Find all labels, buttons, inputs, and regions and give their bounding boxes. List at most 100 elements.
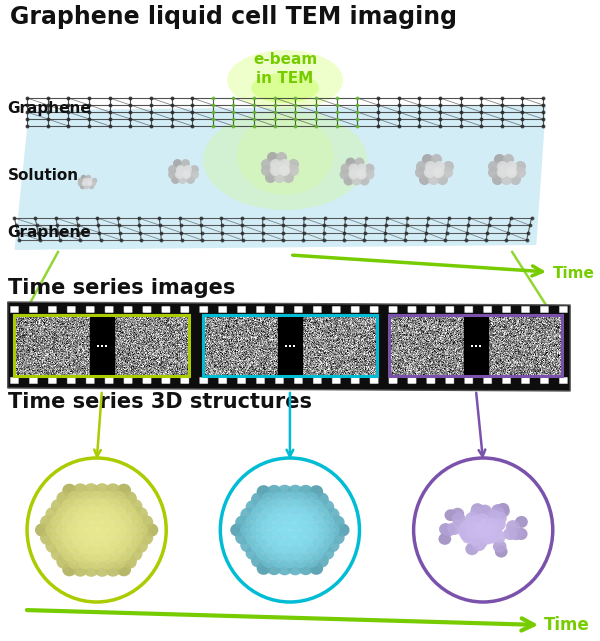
Ellipse shape bbox=[83, 483, 99, 497]
Ellipse shape bbox=[256, 500, 271, 514]
Ellipse shape bbox=[35, 523, 49, 537]
Ellipse shape bbox=[261, 507, 277, 522]
FancyBboxPatch shape bbox=[67, 306, 76, 313]
Ellipse shape bbox=[308, 545, 324, 560]
Ellipse shape bbox=[77, 538, 94, 554]
Ellipse shape bbox=[72, 530, 89, 546]
Ellipse shape bbox=[251, 73, 319, 103]
FancyBboxPatch shape bbox=[29, 377, 38, 384]
Ellipse shape bbox=[67, 554, 83, 569]
FancyBboxPatch shape bbox=[162, 306, 170, 313]
Ellipse shape bbox=[121, 538, 137, 553]
Ellipse shape bbox=[439, 523, 452, 535]
Text: Solution: Solution bbox=[8, 167, 79, 183]
Ellipse shape bbox=[467, 516, 482, 529]
Ellipse shape bbox=[451, 508, 464, 520]
Ellipse shape bbox=[61, 546, 77, 562]
FancyBboxPatch shape bbox=[484, 306, 492, 313]
Ellipse shape bbox=[122, 491, 137, 505]
Text: Time series images: Time series images bbox=[8, 278, 235, 298]
Ellipse shape bbox=[310, 562, 323, 575]
Text: Time: Time bbox=[553, 265, 595, 281]
Ellipse shape bbox=[73, 483, 88, 497]
Ellipse shape bbox=[56, 554, 71, 569]
Ellipse shape bbox=[116, 499, 132, 513]
Ellipse shape bbox=[100, 491, 116, 506]
Ellipse shape bbox=[491, 530, 506, 544]
Ellipse shape bbox=[486, 510, 500, 522]
FancyBboxPatch shape bbox=[256, 377, 265, 384]
Text: Graphene: Graphene bbox=[8, 101, 91, 115]
Ellipse shape bbox=[115, 530, 132, 545]
Ellipse shape bbox=[241, 508, 255, 522]
Ellipse shape bbox=[267, 562, 281, 575]
Ellipse shape bbox=[303, 538, 319, 553]
Ellipse shape bbox=[251, 554, 266, 567]
Ellipse shape bbox=[292, 507, 309, 522]
Ellipse shape bbox=[319, 546, 334, 560]
Text: Graphene: Graphene bbox=[8, 224, 91, 240]
FancyBboxPatch shape bbox=[275, 306, 284, 313]
Ellipse shape bbox=[266, 515, 283, 530]
FancyBboxPatch shape bbox=[86, 306, 94, 313]
FancyBboxPatch shape bbox=[370, 306, 378, 313]
Ellipse shape bbox=[314, 538, 329, 553]
Ellipse shape bbox=[261, 492, 277, 506]
Ellipse shape bbox=[281, 522, 298, 538]
FancyBboxPatch shape bbox=[86, 377, 94, 384]
Ellipse shape bbox=[293, 553, 308, 568]
FancyBboxPatch shape bbox=[446, 306, 454, 313]
Text: Time series 3D structures: Time series 3D structures bbox=[8, 392, 312, 412]
Ellipse shape bbox=[266, 545, 282, 560]
Ellipse shape bbox=[122, 554, 137, 569]
FancyBboxPatch shape bbox=[446, 377, 454, 384]
Ellipse shape bbox=[94, 499, 110, 514]
FancyBboxPatch shape bbox=[427, 306, 435, 313]
Ellipse shape bbox=[245, 530, 261, 545]
Ellipse shape bbox=[110, 538, 127, 554]
FancyBboxPatch shape bbox=[143, 377, 151, 384]
Ellipse shape bbox=[104, 514, 122, 530]
Ellipse shape bbox=[40, 531, 55, 545]
Ellipse shape bbox=[477, 506, 490, 519]
Text: Graphene liquid cell TEM imaging: Graphene liquid cell TEM imaging bbox=[10, 5, 457, 29]
Ellipse shape bbox=[484, 520, 498, 535]
Ellipse shape bbox=[100, 554, 116, 569]
Ellipse shape bbox=[287, 499, 303, 515]
Ellipse shape bbox=[483, 529, 497, 543]
Ellipse shape bbox=[94, 563, 110, 577]
FancyBboxPatch shape bbox=[10, 377, 19, 384]
Ellipse shape bbox=[61, 499, 77, 513]
FancyBboxPatch shape bbox=[313, 306, 322, 313]
Ellipse shape bbox=[293, 492, 308, 506]
Ellipse shape bbox=[469, 531, 483, 545]
FancyBboxPatch shape bbox=[275, 377, 284, 384]
Ellipse shape bbox=[77, 522, 94, 538]
Text: e-beam
in TEM: e-beam in TEM bbox=[253, 52, 317, 86]
Ellipse shape bbox=[257, 485, 271, 498]
Ellipse shape bbox=[73, 563, 88, 577]
Ellipse shape bbox=[245, 515, 261, 529]
Ellipse shape bbox=[67, 506, 83, 522]
Ellipse shape bbox=[493, 512, 507, 524]
Ellipse shape bbox=[439, 533, 451, 545]
Ellipse shape bbox=[467, 531, 482, 545]
Ellipse shape bbox=[314, 522, 329, 537]
Ellipse shape bbox=[325, 523, 340, 537]
Ellipse shape bbox=[56, 522, 72, 538]
Ellipse shape bbox=[256, 545, 271, 560]
Ellipse shape bbox=[133, 522, 148, 537]
Ellipse shape bbox=[288, 562, 302, 575]
Ellipse shape bbox=[465, 543, 479, 555]
Ellipse shape bbox=[241, 538, 255, 553]
Bar bbox=[389, 315, 562, 376]
Ellipse shape bbox=[117, 563, 131, 576]
FancyBboxPatch shape bbox=[351, 306, 359, 313]
Ellipse shape bbox=[250, 522, 266, 537]
Ellipse shape bbox=[303, 522, 319, 538]
Ellipse shape bbox=[466, 521, 481, 535]
FancyBboxPatch shape bbox=[389, 306, 397, 313]
Ellipse shape bbox=[117, 484, 131, 497]
FancyBboxPatch shape bbox=[389, 377, 397, 384]
Ellipse shape bbox=[469, 533, 483, 546]
